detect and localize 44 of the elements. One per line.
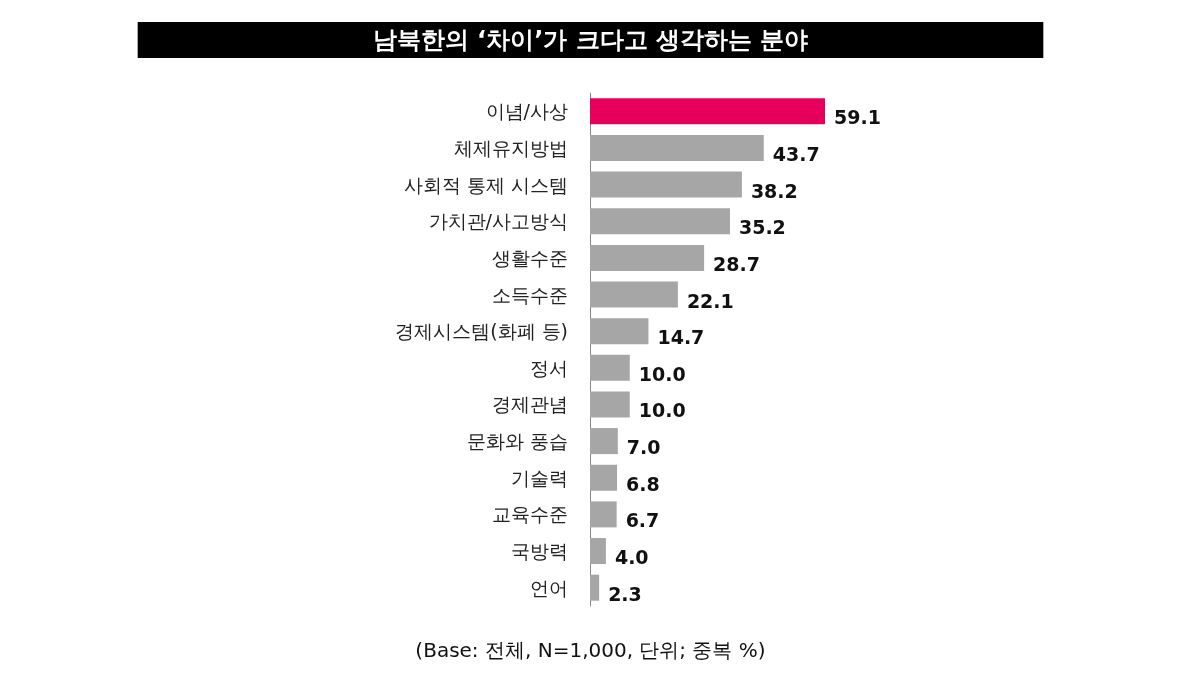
bar (590, 574, 600, 601)
y-tick-label: 국방력 (511, 540, 568, 563)
data-label: 28.7 (713, 252, 761, 275)
bar (590, 354, 630, 381)
data-label: 2.3 (608, 582, 642, 605)
data-label: 10.0 (638, 362, 686, 385)
y-tick-label: 체제유지방법 (454, 136, 568, 159)
data-label: 59.1 (834, 106, 881, 129)
bar (590, 208, 730, 235)
y-tick-label: 문화와 풍습 (466, 430, 568, 453)
data-label: 6.7 (625, 509, 660, 532)
data-label: 35.2 (738, 216, 786, 239)
y-tick-label: 사회적 통제 시스템 (403, 173, 568, 196)
y-tick-label: 가치관/사고방식 (428, 210, 568, 233)
bar (590, 391, 630, 418)
chart-title: 남북한의 ‘차이’가 크다고 생각하는 분야 (372, 26, 809, 54)
data-label: 22.1 (686, 289, 734, 312)
y-tick-label: 언어 (530, 576, 568, 599)
bar (590, 171, 742, 198)
y-tick-label: 경제시스템(화폐 등) (395, 320, 568, 343)
data-label: 7.0 (626, 436, 661, 459)
bar (590, 244, 705, 271)
data-label: 10.0 (638, 399, 686, 422)
bar (590, 281, 678, 308)
bar (590, 98, 825, 125)
data-label: 38.2 (750, 179, 798, 202)
text: (Base: 전체, N=1,000, 단위; 중복 %) (415, 638, 766, 662)
data-label: 4.0 (614, 546, 649, 569)
y-tick-label: 정서 (530, 356, 568, 379)
bar (590, 464, 618, 491)
bar (590, 318, 649, 345)
data-label: 43.7 (772, 142, 820, 165)
data-label: 6.8 (626, 472, 660, 495)
y-tick-label: 소득수준 (492, 283, 568, 306)
bar (590, 501, 617, 528)
bar (590, 428, 618, 455)
y-tick-label: 기술력 (511, 466, 568, 489)
data-label: 14.7 (657, 326, 705, 349)
bar (590, 134, 764, 161)
y-tick-label: 경제관념 (492, 393, 568, 416)
bar (590, 538, 606, 565)
y-tick-label: 교육수준 (492, 503, 568, 526)
y-tick-label: 이념/사상 (485, 100, 568, 123)
y-tick-label: 생활수준 (492, 246, 568, 269)
